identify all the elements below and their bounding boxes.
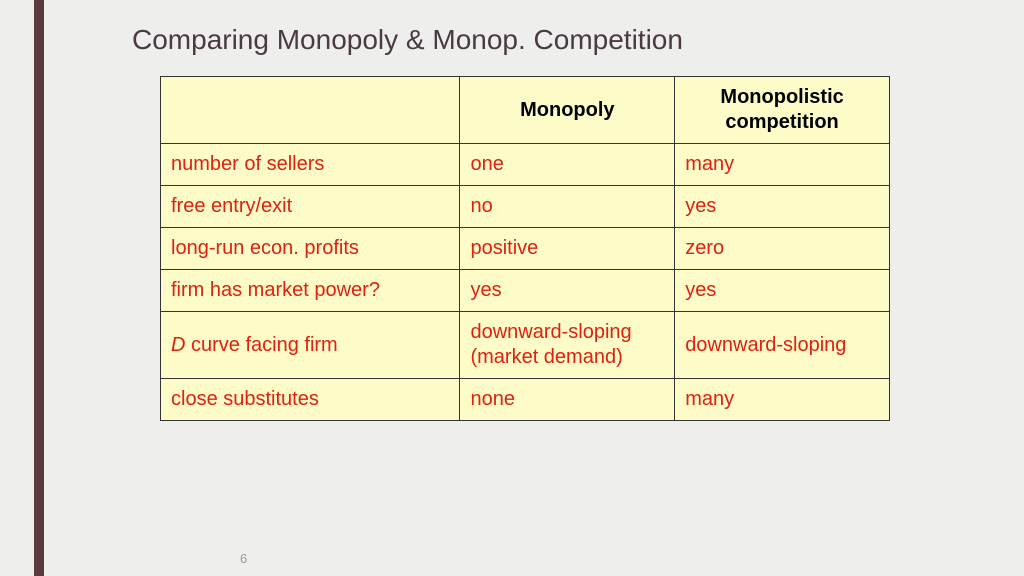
table-row: close substitutes none many	[161, 379, 890, 421]
cell-attr: number of sellers	[161, 144, 460, 186]
cell-monopoly: no	[460, 186, 675, 228]
header-monopoly: Monopoly	[460, 77, 675, 144]
header-monop-comp: Monopolistic competition	[675, 77, 890, 144]
cell-monopoly: positive	[460, 228, 675, 270]
cell-mc: downward-sloping	[675, 312, 890, 379]
cell-attr: close substitutes	[161, 379, 460, 421]
cell-attr: firm has market power?	[161, 270, 460, 312]
cell-monopoly: yes	[460, 270, 675, 312]
cell-attr: long-run econ. profits	[161, 228, 460, 270]
comparison-table: Monopoly Monopolistic competition number…	[160, 76, 890, 421]
cell-mc: zero	[675, 228, 890, 270]
table-header-row: Monopoly Monopolistic competition	[161, 77, 890, 144]
cell-mc: many	[675, 144, 890, 186]
table-row: long-run econ. profits positive zero	[161, 228, 890, 270]
d-rest: curve facing firm	[185, 334, 337, 356]
table-row: D curve facing firm downward-sloping (ma…	[161, 312, 890, 379]
table-row: number of sellers one many	[161, 144, 890, 186]
cell-mc: yes	[675, 186, 890, 228]
accent-bar	[34, 0, 44, 576]
cell-monopoly: one	[460, 144, 675, 186]
header-blank	[161, 77, 460, 144]
page-number: 6	[240, 551, 247, 566]
cell-monopoly: none	[460, 379, 675, 421]
table-row: free entry/exit no yes	[161, 186, 890, 228]
table-row: firm has market power? yes yes	[161, 270, 890, 312]
cell-attr: D curve facing firm	[161, 312, 460, 379]
cell-monopoly: downward-sloping (market demand)	[460, 312, 675, 379]
cell-attr: free entry/exit	[161, 186, 460, 228]
cell-mc: yes	[675, 270, 890, 312]
cell-mc: many	[675, 379, 890, 421]
page-title: Comparing Monopoly & Monop. Competition	[132, 24, 683, 56]
d-italic: D	[171, 334, 185, 356]
